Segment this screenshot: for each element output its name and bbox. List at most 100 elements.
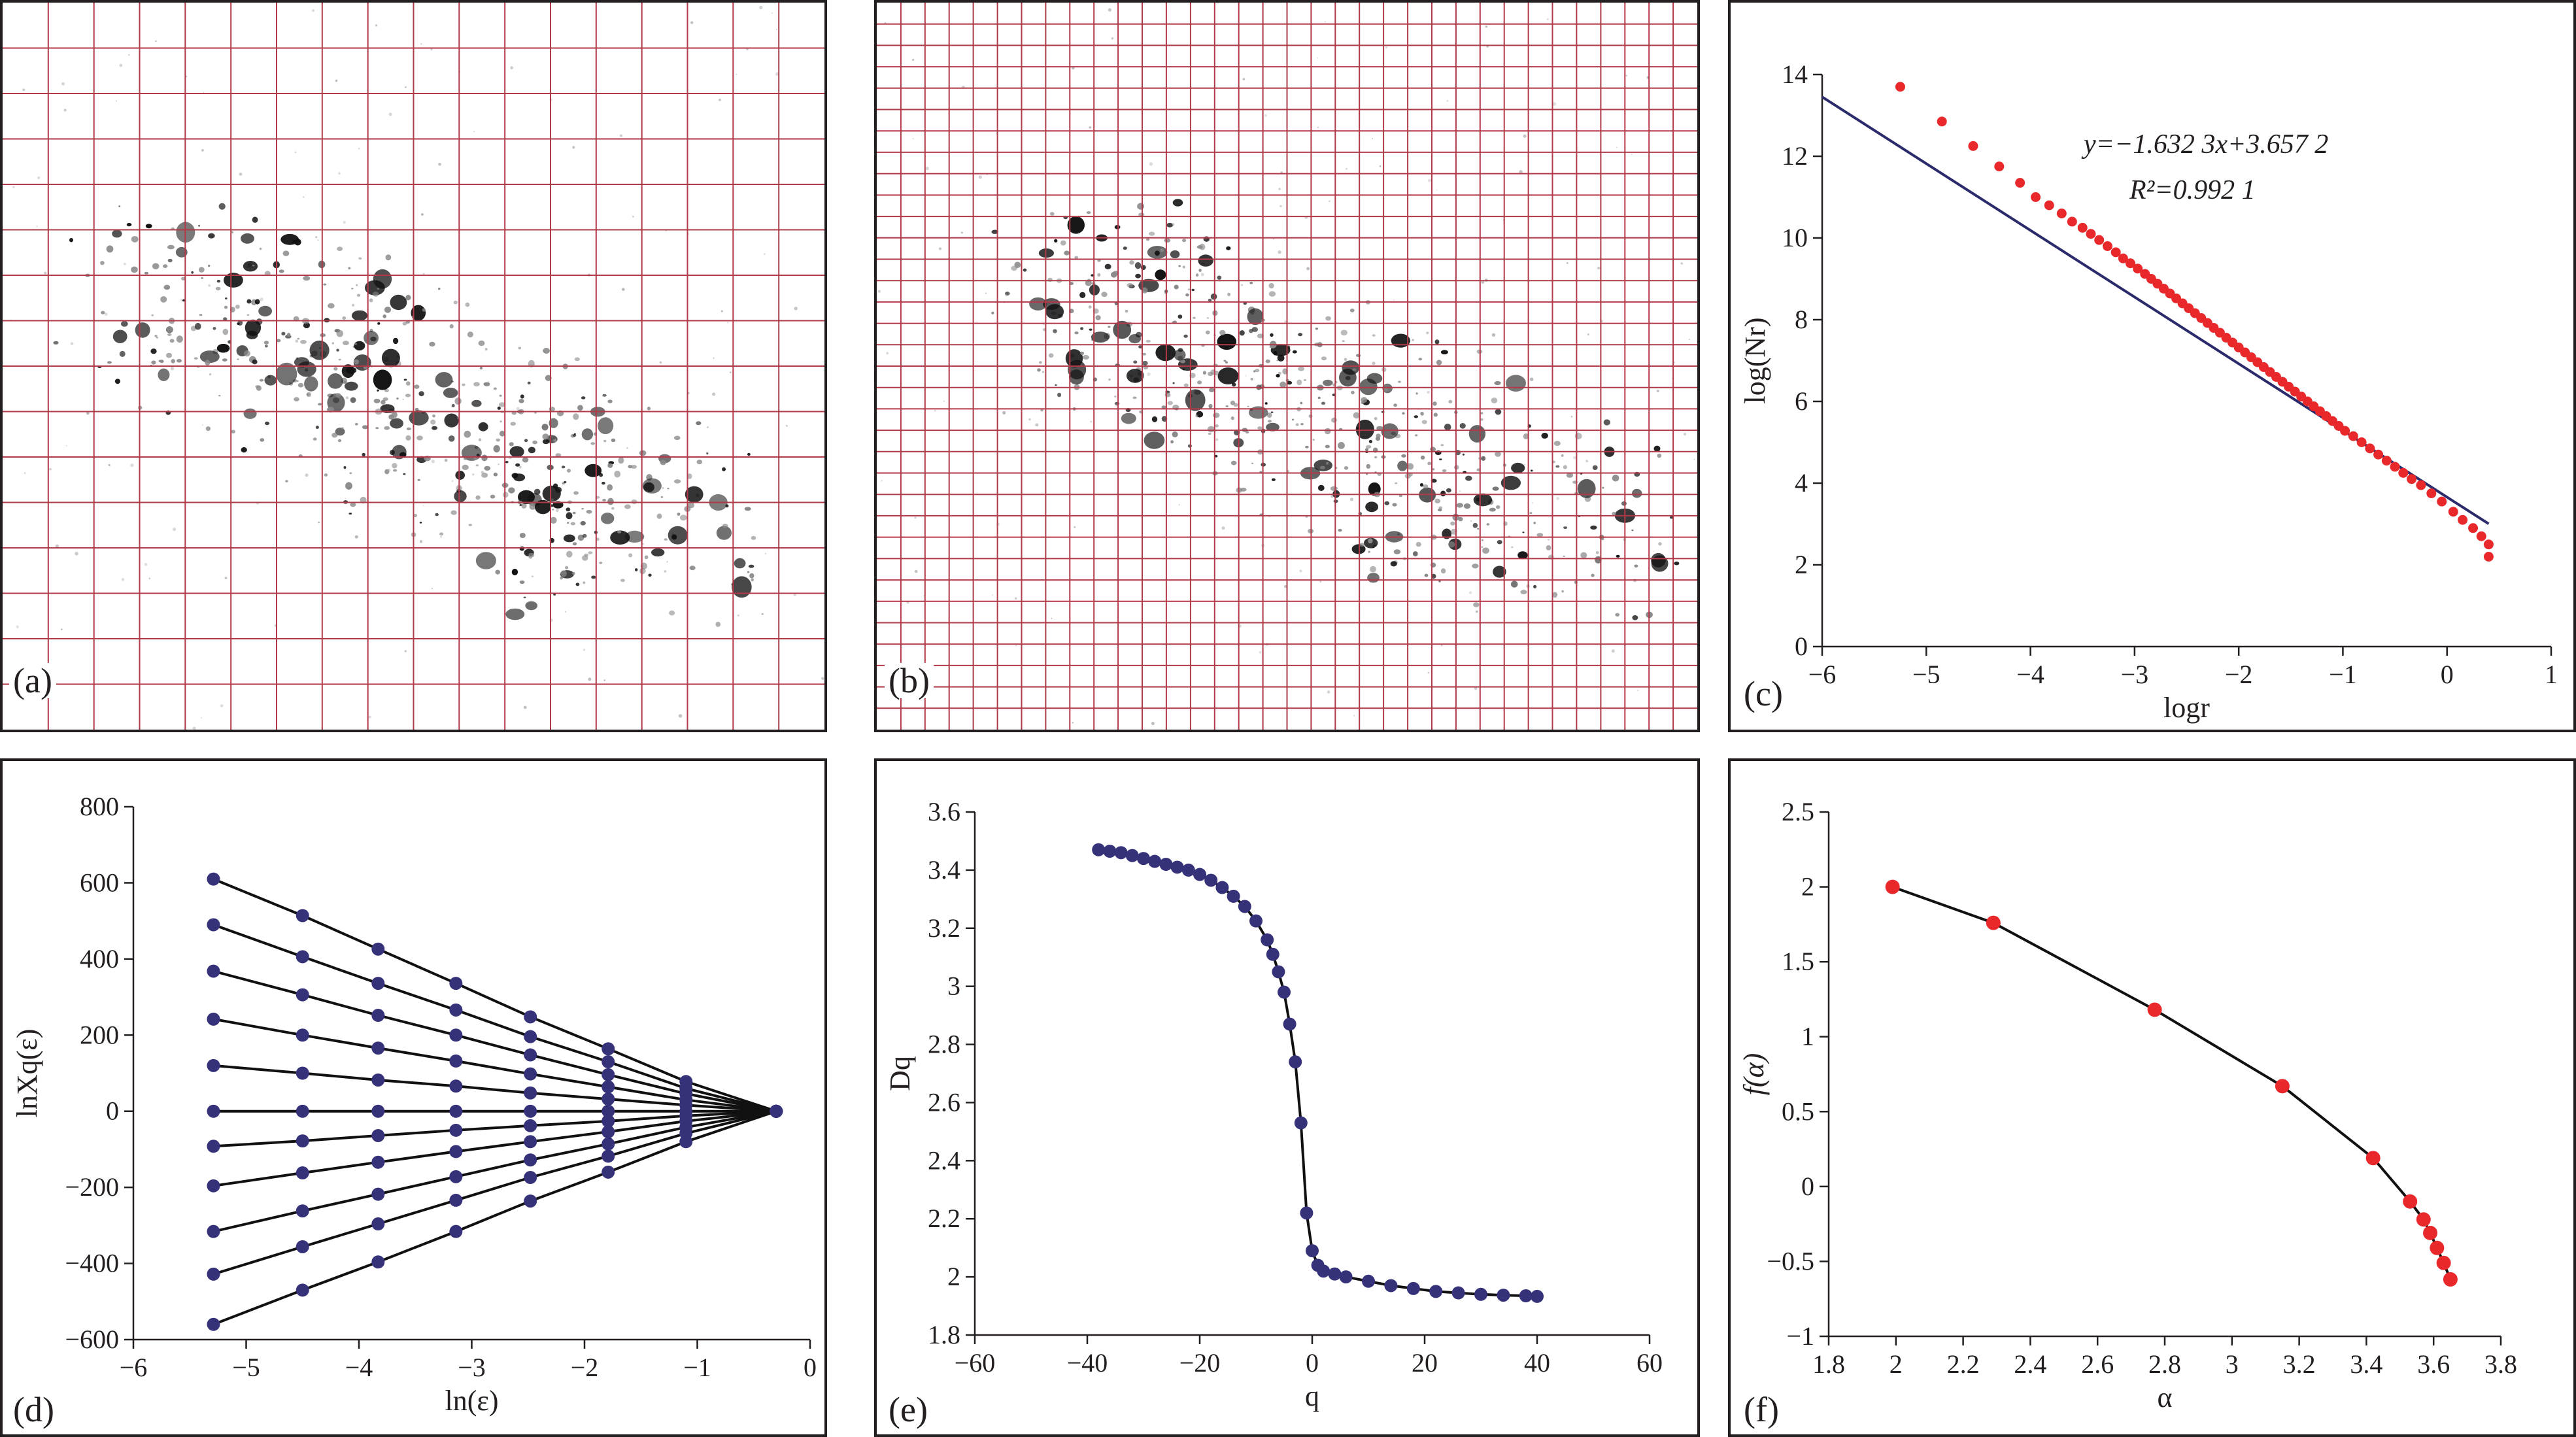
particle	[1265, 359, 1270, 363]
particle	[144, 271, 148, 275]
particle	[1053, 329, 1057, 333]
particle	[1276, 360, 1279, 362]
speck	[1683, 432, 1687, 436]
particle	[1127, 369, 1144, 383]
y-tick-label: 2.2	[928, 1204, 960, 1233]
speck	[1072, 722, 1074, 724]
particle	[1480, 418, 1483, 421]
particle	[354, 359, 359, 365]
particle	[1511, 462, 1525, 473]
particle	[1295, 423, 1299, 426]
particle	[1616, 554, 1620, 558]
data-point	[1261, 933, 1274, 947]
speck	[224, 577, 228, 580]
particle	[393, 469, 398, 472]
particle	[328, 373, 343, 389]
particle	[502, 492, 509, 498]
panel-label-e: (e)	[885, 1392, 932, 1427]
particle	[1198, 254, 1213, 267]
particle	[1249, 282, 1253, 284]
particle	[528, 556, 532, 559]
y-tick-label: 400	[80, 944, 119, 973]
particle	[1517, 551, 1528, 560]
particle	[1602, 486, 1604, 489]
data-point	[371, 1217, 385, 1231]
particle	[1029, 297, 1047, 311]
particle	[515, 463, 520, 467]
particle	[1331, 417, 1337, 423]
particle	[205, 360, 211, 365]
particle	[351, 288, 354, 290]
particle	[508, 487, 515, 494]
particle	[1432, 401, 1437, 406]
particle	[1127, 282, 1133, 288]
particle	[177, 359, 182, 363]
particle	[1351, 390, 1355, 395]
speck	[881, 480, 883, 482]
particle	[1108, 326, 1111, 328]
particle	[660, 496, 664, 498]
data-point	[1170, 860, 1184, 874]
particle	[499, 430, 505, 437]
data-point	[1306, 1244, 1319, 1258]
particle	[1412, 551, 1418, 557]
particle	[1048, 353, 1054, 358]
data-point	[1294, 1116, 1308, 1130]
x-tick-label: −4	[2016, 660, 2044, 689]
x-tick-label: 2.8	[2148, 1349, 2181, 1379]
particle	[1108, 378, 1111, 381]
particle	[1342, 360, 1360, 375]
particle	[1481, 546, 1483, 548]
particle	[1225, 361, 1228, 364]
particle	[264, 375, 277, 386]
particle	[224, 273, 243, 288]
particle	[1129, 260, 1134, 265]
data-point	[524, 1067, 537, 1081]
particle	[1553, 441, 1561, 446]
speck	[1280, 205, 1282, 207]
particle	[1277, 354, 1285, 362]
particle	[1298, 366, 1304, 371]
speck	[104, 313, 108, 316]
particle	[385, 254, 392, 261]
particle	[716, 526, 732, 540]
data-point	[2094, 235, 2105, 245]
speck	[36, 226, 38, 228]
particle	[1615, 613, 1620, 617]
particle	[1247, 308, 1264, 326]
particle	[437, 288, 441, 290]
speck	[488, 381, 490, 383]
data-point	[449, 1104, 463, 1118]
data-point	[1531, 1289, 1544, 1303]
speck	[422, 273, 425, 275]
particle	[1326, 462, 1329, 465]
speck	[343, 221, 346, 224]
particle	[519, 580, 525, 584]
particle	[667, 488, 669, 490]
data-point	[524, 1153, 537, 1167]
particle	[1344, 466, 1349, 470]
particle	[1592, 465, 1598, 470]
particle	[324, 473, 328, 477]
panel-label-b: (b)	[885, 663, 934, 698]
particle	[1398, 494, 1402, 498]
speck	[422, 308, 426, 312]
particle	[1164, 238, 1171, 243]
particle	[1247, 405, 1249, 407]
data-point	[449, 977, 463, 990]
particle	[519, 533, 526, 538]
data-point	[524, 1048, 537, 1062]
particle	[479, 366, 483, 370]
speck	[1379, 165, 1381, 167]
speck	[588, 677, 592, 681]
speck	[1680, 262, 1683, 265]
particle	[668, 526, 688, 545]
speck	[444, 458, 448, 462]
data-point	[1406, 1281, 1420, 1295]
speck	[713, 357, 715, 359]
speck	[1089, 126, 1092, 129]
particle	[1161, 405, 1166, 409]
particle	[1674, 561, 1680, 566]
particle	[1080, 327, 1084, 330]
data-point	[1103, 845, 1117, 858]
